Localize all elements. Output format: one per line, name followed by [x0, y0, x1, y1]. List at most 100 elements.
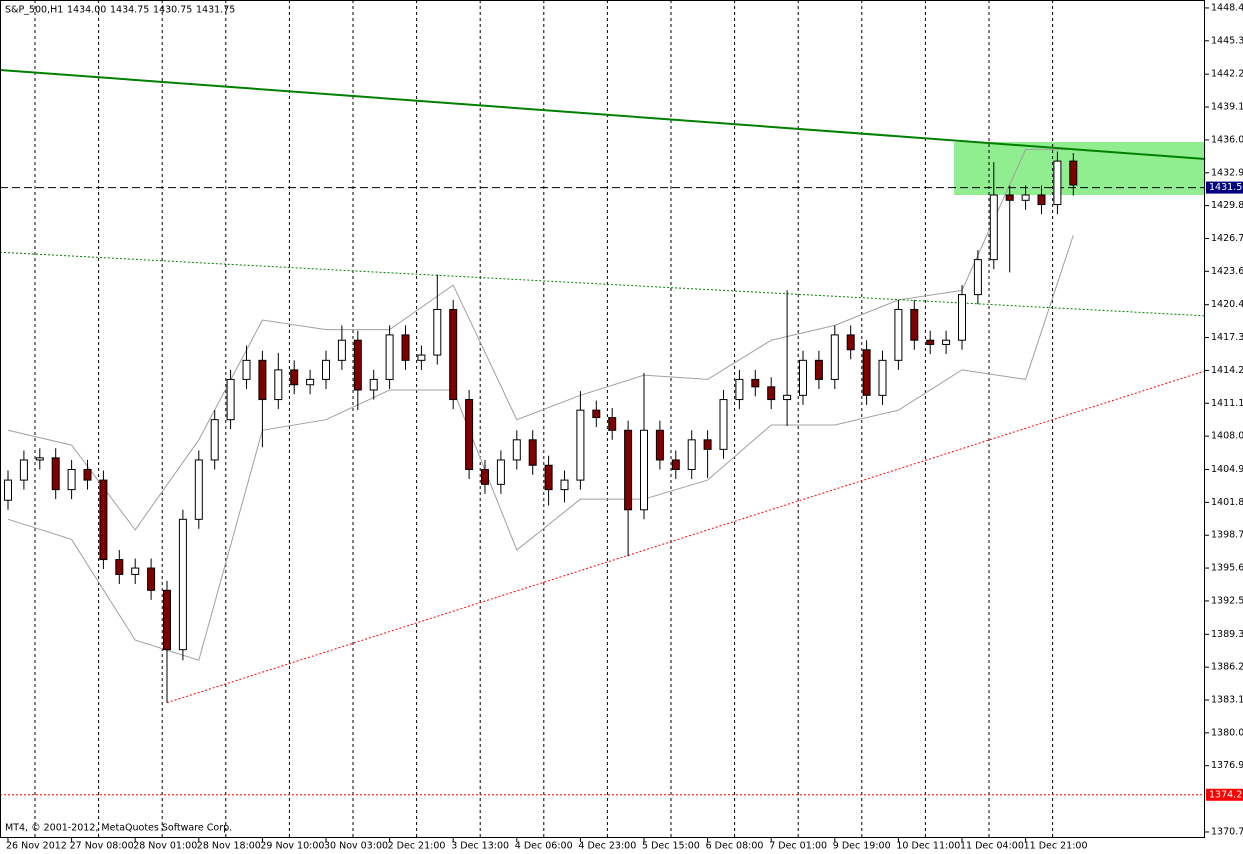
plot-area [0, 0, 1206, 838]
candle-body [576, 409, 585, 481]
y-tick-label: 1417.35 [1211, 332, 1243, 343]
price-label: 1431.50 [1209, 182, 1243, 193]
trendline [0, 68, 1206, 160]
x-tick-label: 4 Dec 06:00 [515, 841, 573, 852]
candle-body [481, 469, 489, 485]
candle-body [67, 469, 76, 491]
candle-body [719, 399, 728, 450]
y-tick-label: 1429.80 [1211, 200, 1243, 211]
candle-body [703, 439, 712, 450]
candle-body [131, 567, 140, 575]
x-tick-label: 11 Dec 21:00 [1024, 841, 1088, 852]
x-tick-label: 4 Dec 23:00 [578, 841, 636, 852]
candle-body [878, 359, 887, 396]
y-tick-label: 1380.05 [1211, 727, 1243, 738]
y-tick-label: 1404.90 [1211, 464, 1243, 475]
candle-body [35, 457, 44, 461]
candle-body [1053, 160, 1062, 206]
y-tick-label: 1436.00 [1211, 134, 1243, 145]
candle-body [814, 359, 823, 380]
y-tick-label: 1395.60 [1211, 563, 1243, 574]
candle-body [496, 459, 505, 485]
y-tick-label: 1408.05 [1211, 431, 1243, 442]
x-tick-label: 7 Dec 01:00 [769, 841, 827, 852]
candle-body [51, 457, 60, 491]
trendline [166, 370, 1206, 704]
x-tick-label: 5 Dec 15:00 [642, 841, 700, 852]
candle-body [4, 479, 12, 501]
candle-body [751, 378, 760, 388]
candle-body [767, 386, 776, 401]
candle-body [528, 439, 537, 466]
plot-border [0, 0, 1205, 838]
y-tick-label: 1398.70 [1211, 530, 1243, 541]
y-tick-label: 1401.80 [1211, 497, 1243, 508]
candle-body [640, 429, 648, 511]
y-tick-label: 1426.70 [1211, 233, 1243, 244]
candle-body [210, 419, 219, 461]
candle-body [846, 334, 855, 351]
candle-body [449, 308, 458, 401]
candle-body [1021, 194, 1030, 201]
candle-body [226, 378, 235, 421]
candle-body [19, 459, 28, 481]
candle-body [687, 439, 696, 471]
candle-body [290, 369, 299, 386]
y-tick-label: 1383.15 [1211, 695, 1243, 706]
x-tick-label: 28 Nov 01:00 [133, 841, 197, 852]
candle-body [465, 399, 474, 471]
candle-body [337, 339, 346, 361]
candle-body [973, 259, 982, 296]
candle-body [369, 378, 378, 391]
y-tick-label: 1448.45 [1211, 2, 1243, 13]
y-tick-label: 1432.90 [1211, 167, 1243, 178]
candle-body [799, 359, 807, 396]
candle-body [83, 469, 92, 481]
candle-body [99, 479, 108, 561]
candle-body [671, 459, 680, 471]
y-tick-label: 1420.45 [1211, 299, 1243, 310]
y-tick-label: 1445.35 [1211, 35, 1243, 46]
candle-body [178, 518, 187, 651]
bollinger-lower [7, 235, 1074, 661]
ohlc-close: 1431.75 [196, 5, 235, 16]
y-tick-label: 1411.15 [1211, 398, 1243, 409]
candle-body [417, 354, 426, 361]
x-tick-label: 28 Nov 18:00 [197, 841, 261, 852]
price-label-bg [1206, 788, 1243, 801]
ohlc-high: 1434.75 [110, 5, 149, 16]
candle-body [385, 334, 394, 380]
y-tick-label: 1442.20 [1211, 69, 1243, 80]
candle-body [194, 459, 203, 520]
candle-body [306, 378, 315, 386]
candle-body [989, 194, 998, 261]
candle-body [1037, 194, 1046, 206]
zone [954, 142, 1206, 196]
candle-body [735, 378, 744, 401]
ohlc-low: 1430.75 [153, 5, 192, 16]
price-label: 1374.21 [1209, 789, 1243, 800]
x-tick-label: 30 Nov 03:00 [324, 841, 388, 852]
candle-body [544, 464, 553, 491]
y-tick-label: 1370.70 [1211, 826, 1243, 837]
candle-body [274, 369, 283, 401]
candle-body [862, 349, 871, 396]
footer: MT4, © 2001-2012, MetaQuotes Software Co… [5, 823, 232, 834]
candle-body [958, 294, 966, 341]
ohlc-open: 1434.00 [67, 5, 106, 16]
candle-body [401, 334, 410, 361]
candle-body [163, 589, 171, 651]
candle-body [512, 439, 521, 461]
candle-body [115, 559, 124, 575]
candle-body [830, 334, 839, 380]
trendline [0, 251, 1206, 317]
candle-body [560, 479, 569, 491]
price-label-bg [1206, 181, 1243, 194]
candle-body [655, 429, 664, 461]
x-tick-label: 11 Dec 04:00 [960, 841, 1024, 852]
y-tick-label: 1414.25 [1211, 365, 1243, 376]
y-tick-label: 1392.50 [1211, 595, 1243, 606]
candle-body [910, 308, 919, 341]
y-tick-label: 1376.95 [1211, 760, 1243, 771]
